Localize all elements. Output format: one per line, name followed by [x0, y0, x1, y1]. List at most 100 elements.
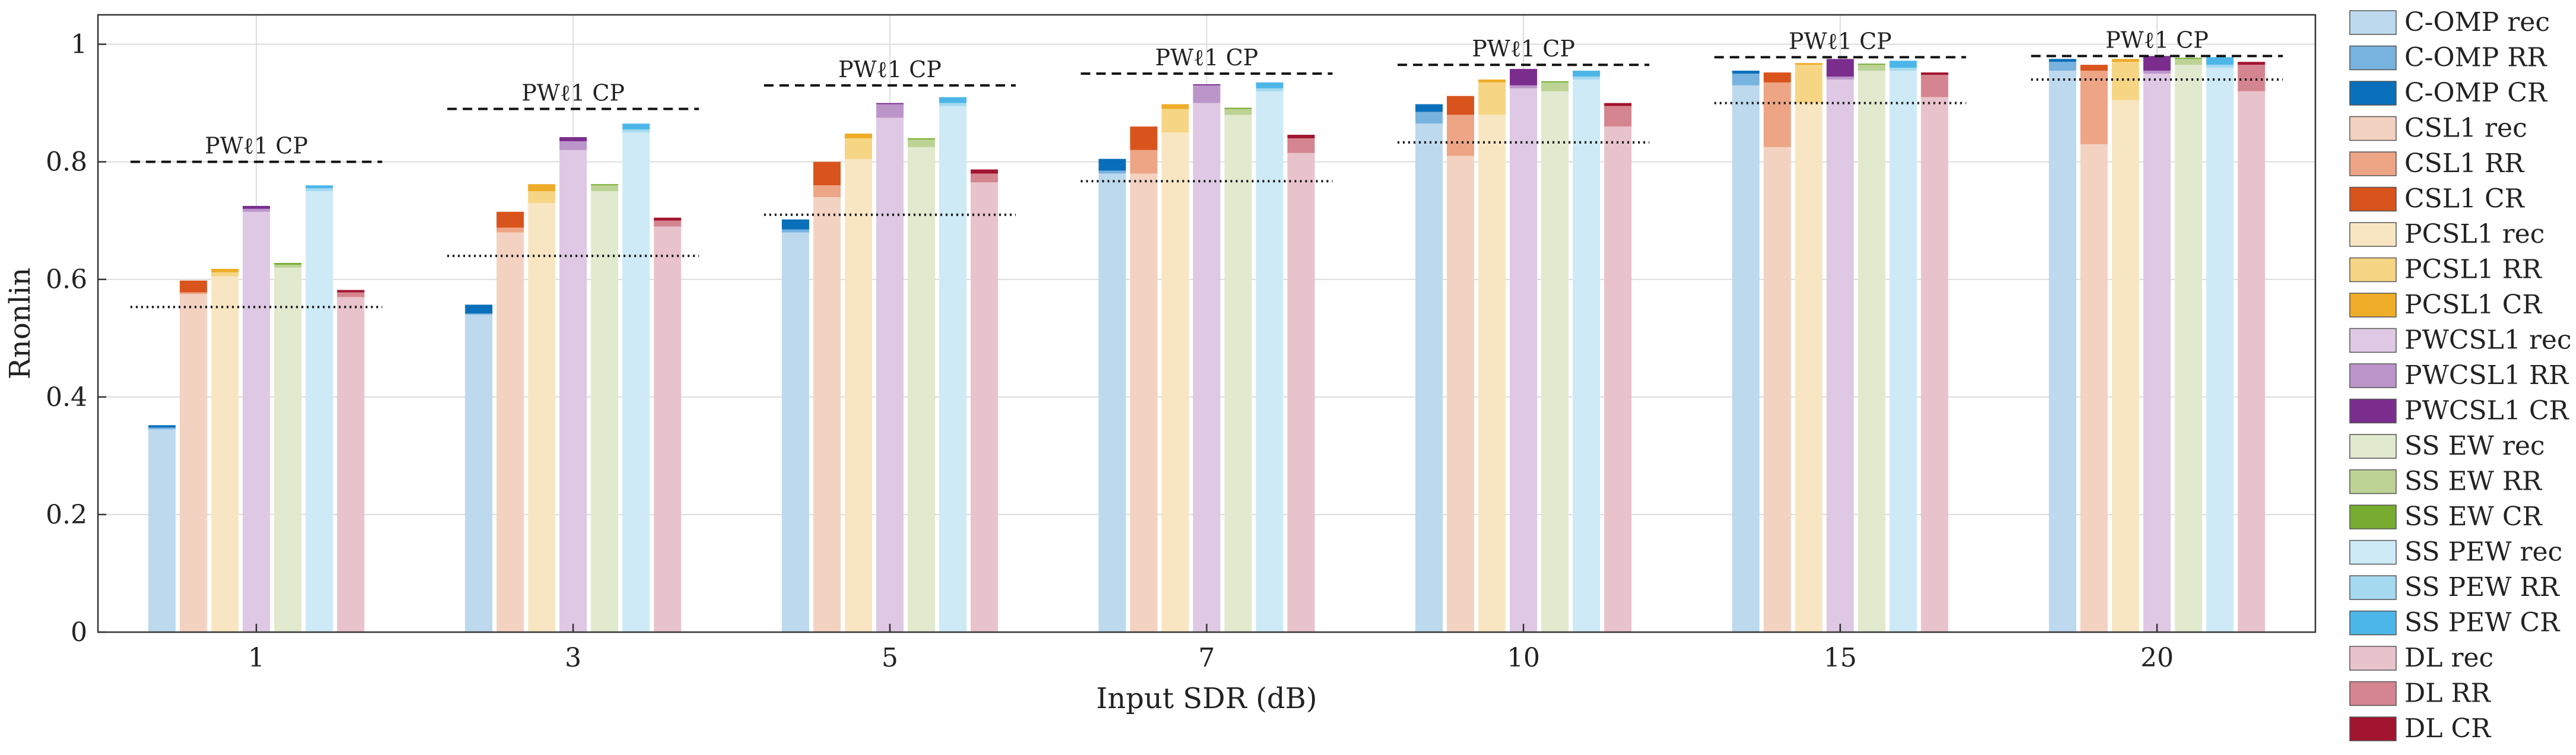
bar-rr	[559, 141, 587, 150]
cp-lines-layer: PWℓ1 CP PWℓ1 CP PWℓ1 CP PWℓ1 CP PWℓ1 CP PWℓ1 …	[130, 27, 2283, 309]
bar-rec	[591, 191, 619, 633]
bar-rec	[1573, 79, 1601, 632]
bar-cr	[876, 103, 904, 104]
legend-swatch	[2349, 116, 2397, 141]
bar-rec	[1795, 103, 1823, 633]
legend-swatch	[2349, 45, 2397, 71]
legend-swatch	[2349, 716, 2397, 741]
bars-layer	[148, 56, 2266, 633]
legend-label: PWCSL1 rec	[2404, 325, 2572, 356]
bar-rr	[939, 103, 967, 106]
x-tick-label: 3	[565, 643, 581, 673]
bar-rr	[1478, 82, 1506, 115]
legend-swatch	[2349, 186, 2397, 212]
cp-label: PWℓ1 CP	[1155, 45, 1259, 71]
legend-label: PCSL1 RR	[2404, 255, 2543, 285]
bar-rr	[274, 264, 302, 268]
legend-swatch	[2349, 363, 2397, 388]
bar-cr	[274, 262, 302, 265]
bar-cr	[337, 290, 365, 293]
legend-label: C-OMP rec	[2404, 7, 2550, 37]
legend-swatch	[2349, 434, 2397, 459]
legend-entry: PCSL1 CR	[2349, 290, 2543, 320]
bar-cr	[1478, 79, 1506, 83]
legend-entry: SS PEW rec	[2349, 537, 2562, 567]
bar-cr	[1447, 96, 1475, 115]
bar-rr	[1224, 109, 1252, 115]
bar-rr	[1415, 112, 1443, 124]
legend-label: SS EW RR	[2404, 467, 2543, 497]
bar-cr	[528, 184, 556, 192]
bar-rec	[305, 191, 333, 633]
legend-entry: PWCSL1 rec	[2349, 325, 2572, 356]
bar-rec	[1224, 115, 1252, 632]
bar-rec	[2080, 144, 2108, 632]
bar-rr	[179, 292, 207, 294]
legend-swatch	[2349, 469, 2397, 494]
legend-entry: DL CR	[2349, 713, 2492, 744]
cp-label: PWℓ1 CP	[205, 133, 308, 159]
bar-cr	[781, 219, 809, 230]
bar-rr	[496, 227, 524, 233]
bar-rec	[1130, 173, 1158, 632]
bar-rec	[1193, 103, 1221, 633]
bar-cr	[1287, 135, 1315, 138]
bar-rec	[559, 150, 587, 633]
legend-swatch	[2349, 293, 2397, 318]
bar-rec	[781, 232, 809, 632]
cp-label: PWℓ1 CP	[2105, 27, 2209, 53]
cp-label: PWℓ1 CP	[1472, 36, 1575, 62]
bar-cr	[2206, 57, 2234, 65]
legend-label: CSL1 RR	[2404, 148, 2525, 179]
x-tick-label: 10	[1507, 643, 1540, 673]
bar-rec	[844, 158, 872, 633]
bar-rec	[1098, 173, 1126, 632]
bar-cr	[1161, 104, 1189, 109]
bar-rr	[148, 427, 176, 430]
bar-rr	[1510, 85, 1538, 88]
bar-rr	[465, 313, 493, 315]
bar-rr	[907, 139, 935, 147]
bar-cr	[305, 185, 333, 189]
axes-layer: 0 0.2 0.4 0.6 0.8 1 1 3 5 7 10 15 20	[46, 30, 2173, 673]
bar-cr	[2049, 59, 2077, 62]
bar-rr	[2143, 71, 2171, 74]
bar-cr	[1573, 71, 1601, 77]
legend-swatch	[2349, 151, 2397, 176]
bar-rr	[1732, 74, 1760, 85]
bar-rr	[2049, 62, 2077, 71]
y-tick-label: 0.6	[46, 265, 87, 295]
bar-cr	[2238, 62, 2266, 65]
bar-rec	[1510, 88, 1538, 633]
y-tick-label: 0.4	[46, 382, 87, 413]
bar-cr	[1415, 104, 1443, 112]
bar-rec	[654, 226, 682, 633]
bar-cr	[844, 134, 872, 138]
bar-rec	[1826, 79, 1854, 632]
bar-rec	[2206, 68, 2234, 632]
bar-cr	[1193, 84, 1221, 85]
bar-rr	[876, 104, 904, 118]
legend-label: PCSL1 rec	[2404, 219, 2545, 249]
x-tick-label: 7	[1199, 643, 1215, 673]
bar-cr	[1130, 126, 1158, 150]
bar-cr	[1889, 61, 1917, 68]
bar-rec	[813, 197, 841, 632]
x-tick-label: 1	[248, 643, 265, 673]
bar-cr	[211, 268, 239, 272]
bar-cr	[242, 205, 270, 209]
legend-label: SS PEW rec	[2404, 537, 2562, 567]
bar-rr	[337, 292, 365, 297]
x-tick-label: 15	[1824, 643, 1857, 673]
bar-rr	[813, 185, 841, 198]
cp-label: PWℓ1 CP	[521, 80, 625, 106]
legend-swatch	[2349, 681, 2397, 706]
legend-entry: CSL1 rec	[2349, 113, 2527, 144]
legend-entry: PWCSL1 RR	[2349, 360, 2569, 391]
legend-entry: CSL1 CR	[2349, 184, 2526, 214]
legend: C-OMP rec C-OMP RR C-OMP CR CSL1 rec CSL1 RR…	[2349, 7, 2572, 744]
bar-rec	[242, 211, 270, 632]
legend-entry: SS PEW CR	[2349, 608, 2561, 638]
legend-entry: C-OMP rec	[2349, 7, 2550, 37]
